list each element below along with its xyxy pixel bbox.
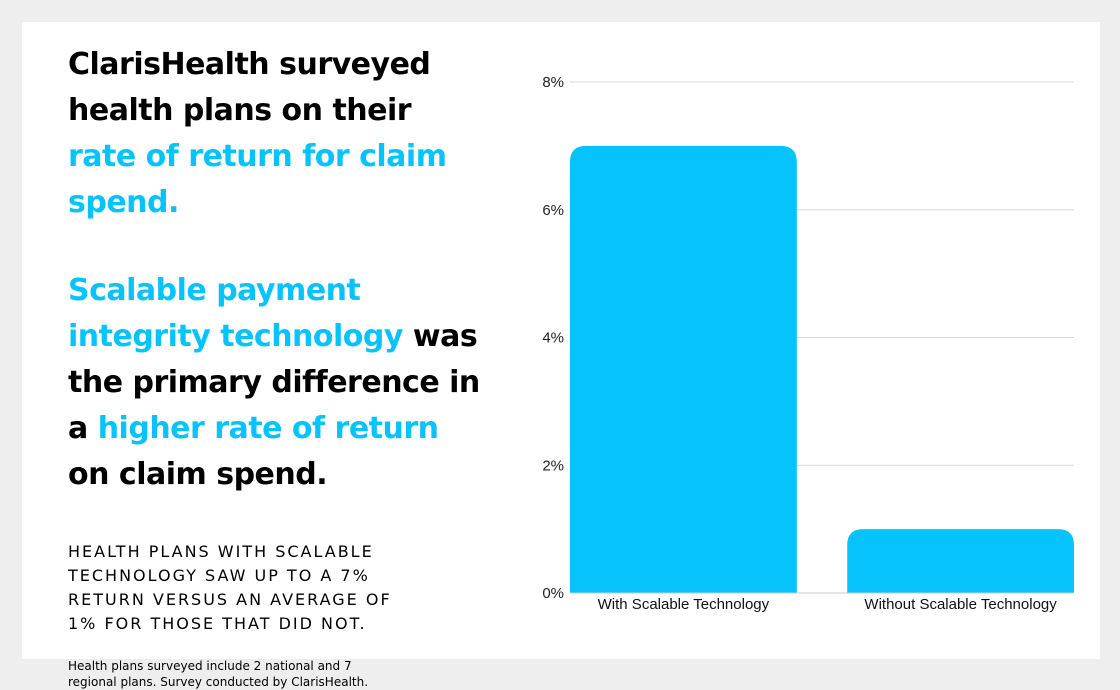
headline-survey: ClarisHealth surveyed health plans on th… (68, 42, 488, 226)
headline-finding: Scalable payment integrity technology wa… (68, 268, 488, 498)
x-category-label: Without Scalable Technology (864, 596, 1057, 613)
y-tick-label: 8% (542, 74, 564, 91)
headline-finding-highlight-2: higher rate of return (97, 411, 439, 446)
headline-finding-highlight-1: Scalable payment integrity technology (68, 273, 403, 354)
survey-footnote: Health plans surveyed include 2 national… (68, 659, 369, 689)
x-category-label: With Scalable Technology (598, 596, 770, 613)
headline-survey-highlight: rate of return for claim spend. (68, 139, 447, 220)
bar-chart: 0% 2% 4% 6% 8% With Scalable Technology Withou… (542, 74, 1074, 613)
y-tick-label: 2% (542, 457, 564, 474)
headline-finding-text-2: on claim spend. (68, 457, 328, 492)
headline-survey-text: ClarisHealth surveyed health plans on th… (68, 47, 431, 128)
y-tick-label: 6% (542, 202, 564, 219)
summary-statement: HEALTH PLANS WITH SCALABLE TECHNOLOGY SA… (68, 542, 392, 633)
bar-2 (847, 529, 1074, 593)
infographic-card: ClarisHealth surveyed health plans on th… (22, 22, 1100, 689)
text-panel: ClarisHealth surveyed health plans on th… (68, 42, 488, 690)
y-tick-label: 4% (542, 330, 564, 347)
bar-1 (570, 145, 797, 593)
headline-finding-text-1: was the primary difference in a (68, 319, 480, 446)
y-tick-label: 0% (542, 585, 564, 602)
